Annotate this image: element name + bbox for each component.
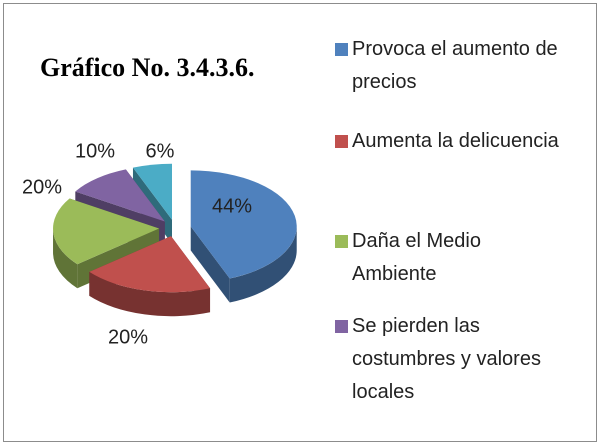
slice-rim bbox=[53, 228, 78, 289]
slice-group bbox=[190, 170, 297, 303]
legend-swatch bbox=[335, 135, 348, 148]
slice-rim bbox=[89, 271, 211, 317]
pie-slice bbox=[89, 236, 211, 293]
legend-swatch bbox=[335, 43, 348, 56]
legend-label: Provoca el aumento de precios bbox=[352, 38, 563, 93]
legend-line: Ambiente bbox=[352, 263, 437, 285]
legend-label: Aumenta la delicuencia bbox=[352, 130, 560, 152]
legend-line: costumbres y valores bbox=[352, 348, 547, 370]
pie-slice bbox=[75, 169, 165, 222]
legend-line: Daña el Medio bbox=[352, 230, 487, 252]
slice-side bbox=[190, 226, 230, 303]
legend-line: Aumenta la delicuencia bbox=[352, 130, 560, 152]
pie-slice bbox=[190, 170, 297, 279]
data-label: 6% bbox=[146, 140, 175, 162]
data-label: 44% bbox=[212, 195, 252, 217]
legend-swatch bbox=[335, 235, 348, 248]
legend-label: Se pierden las costumbres y valores loca… bbox=[352, 315, 547, 403]
data-label: 10% bbox=[75, 140, 115, 162]
slice-group bbox=[89, 236, 211, 317]
legend-line: locales bbox=[352, 381, 414, 403]
data-label: 20% bbox=[22, 176, 62, 198]
data-label: 20% bbox=[108, 326, 148, 348]
legend-swatch bbox=[335, 320, 348, 333]
legend-label: Daña el Medio Ambiente bbox=[352, 230, 487, 285]
chart-title: Gráfico No. 3.4.3.6. bbox=[40, 53, 254, 82]
legend-line: Provoca el aumento de bbox=[352, 38, 563, 60]
pie-slice bbox=[53, 198, 160, 265]
slice-rim bbox=[229, 226, 297, 303]
pie-slice bbox=[132, 163, 173, 220]
legend-line: Se pierden las bbox=[352, 315, 485, 337]
legend-line: precios bbox=[352, 71, 416, 93]
